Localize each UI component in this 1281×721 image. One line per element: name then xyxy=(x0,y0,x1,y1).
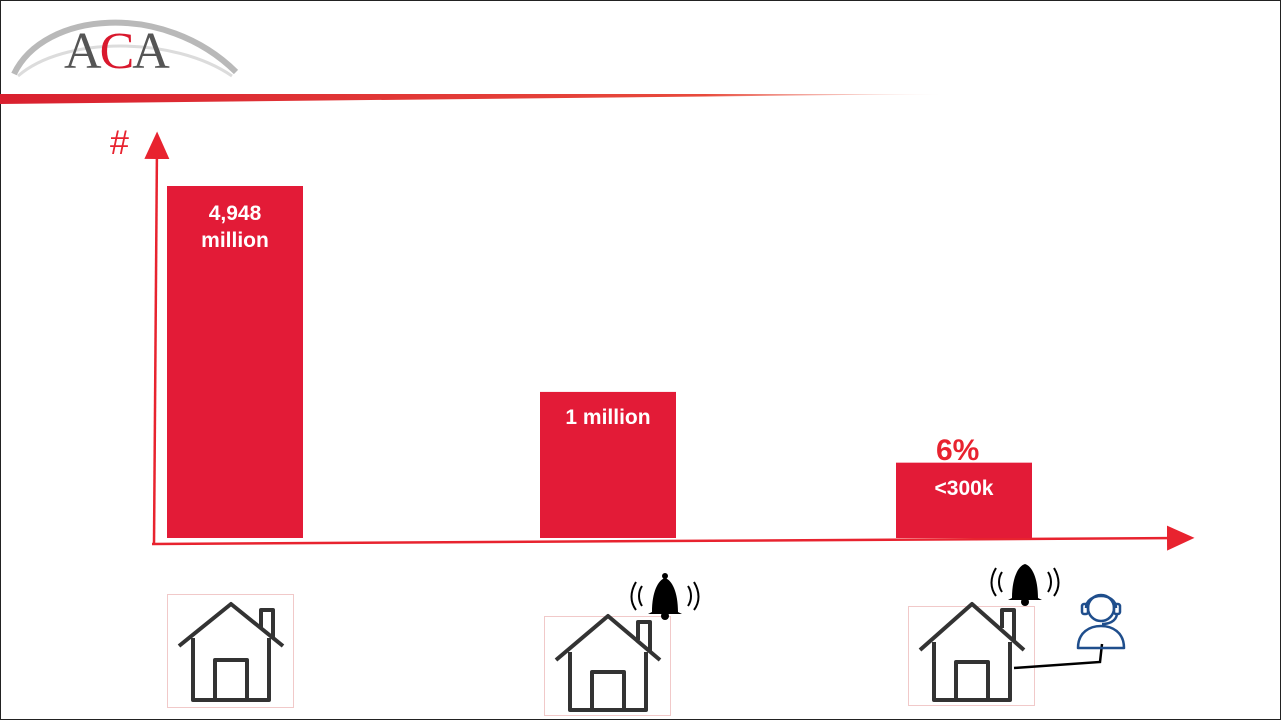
ringing-bell-icon xyxy=(630,573,700,620)
logo-text: ACA xyxy=(64,23,170,80)
header-rule xyxy=(0,94,940,104)
house-with-alarm-icon xyxy=(544,570,714,721)
percentage-annotation: 6% xyxy=(936,434,980,467)
y-axis xyxy=(144,131,170,545)
logo-red-c: C xyxy=(99,23,135,80)
operator-headset-icon xyxy=(1076,593,1126,650)
bar-3 xyxy=(896,462,1032,538)
ringing-bell-icon xyxy=(990,564,1060,606)
aca-logo: ACA xyxy=(4,6,244,86)
house-with-alarm-and-monitoring-icon xyxy=(908,562,1148,713)
bar-1 xyxy=(167,186,303,538)
x-axis xyxy=(151,525,1195,551)
y-axis-label: # xyxy=(110,124,129,162)
house-icon xyxy=(167,594,294,713)
bar-2 xyxy=(540,391,676,538)
